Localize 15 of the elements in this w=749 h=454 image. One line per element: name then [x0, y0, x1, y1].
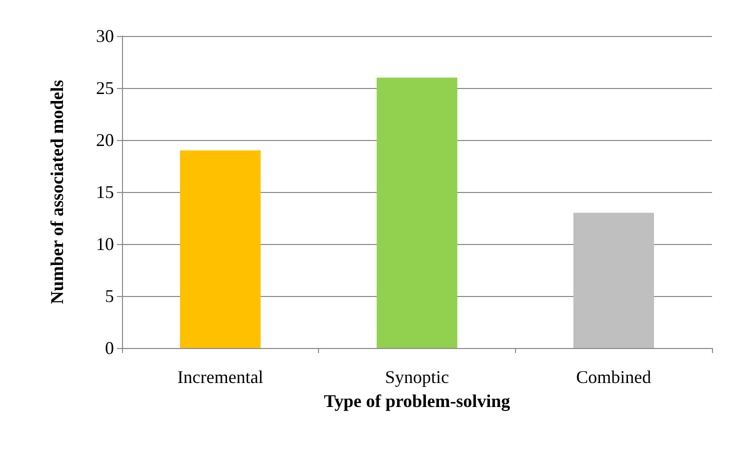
y-tick-label: 10: [96, 234, 114, 254]
x-tick-label: Incremental: [177, 367, 264, 387]
x-axis-title: Type of problem-solving: [324, 391, 510, 411]
x-tick-label: Synoptic: [384, 367, 450, 387]
y-tick-label: 15: [96, 182, 114, 202]
y-axis-title: Number of associated models: [47, 80, 67, 304]
y-tick-label: 30: [96, 26, 114, 46]
y-tick-label: 25: [96, 78, 114, 98]
y-tick-label: 0: [105, 338, 114, 358]
bar: [376, 78, 458, 348]
y-tick-label: 5: [105, 286, 114, 306]
bar: [180, 150, 261, 348]
bar: [573, 212, 654, 348]
x-tick-label: Combined: [576, 367, 652, 387]
y-tick-label: 20: [96, 130, 114, 150]
